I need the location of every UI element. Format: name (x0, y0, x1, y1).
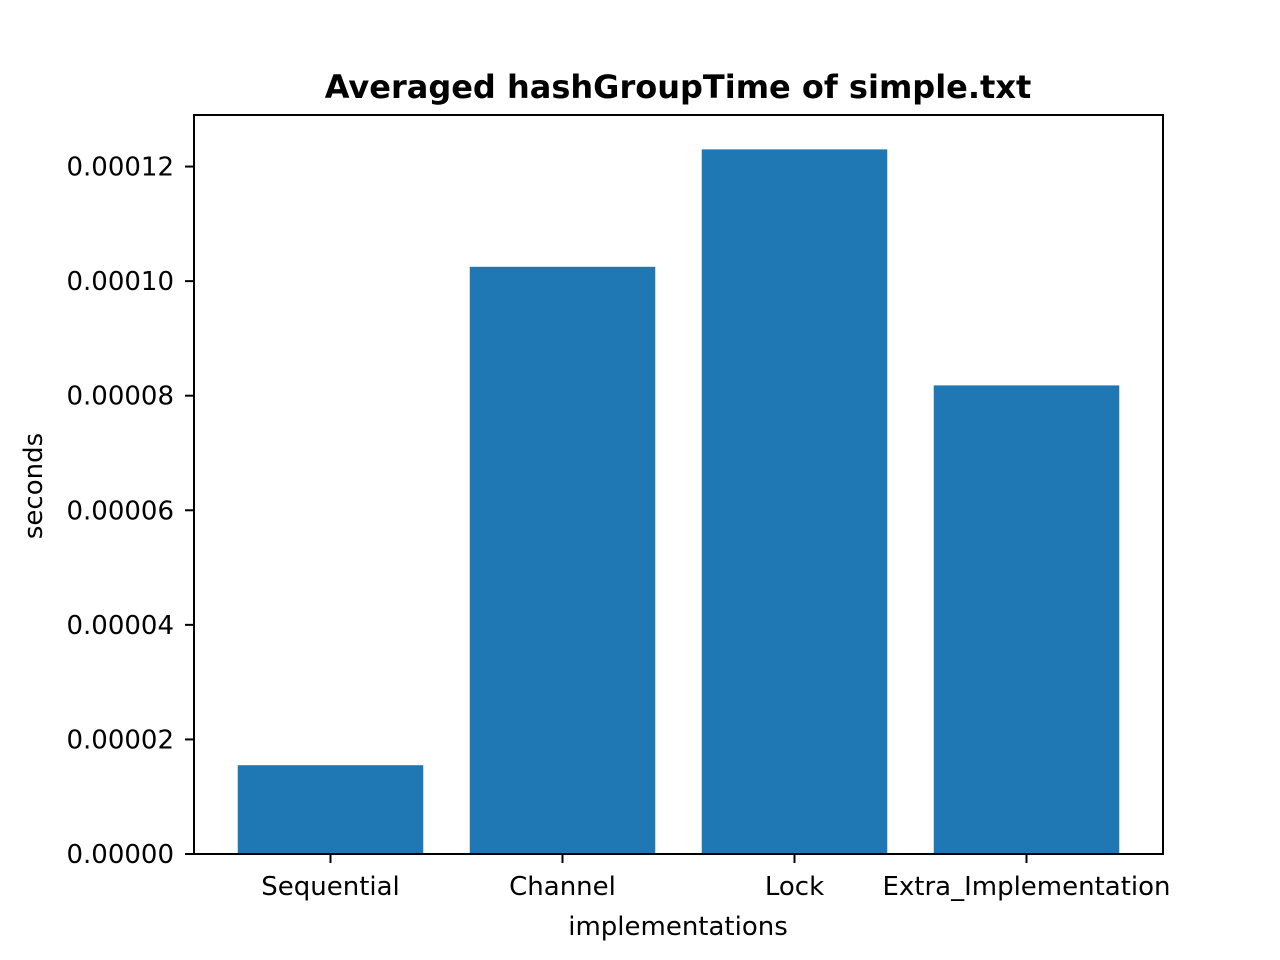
x-tick-label: Sequential (261, 872, 400, 902)
y-axis-label: seconds (19, 433, 49, 539)
plot-frame (193, 114, 1164, 855)
x-tick-label: Channel (509, 872, 616, 902)
y-tick-label: 0.00004 (66, 611, 174, 641)
chart-title: Averaged hashGroupTime of simple.txt (325, 68, 1032, 106)
x-axis-label: implementations (568, 912, 788, 942)
x-tick-label: Extra_Implementation (882, 872, 1170, 902)
x-axis-ticks: Sequential Channel Lock Extra_Implementatio… (261, 854, 1171, 902)
bar-extra-implementation (933, 385, 1120, 854)
y-tick-label: 0.00002 (66, 725, 174, 755)
y-tick-label: 0.00000 (66, 840, 174, 870)
y-tick-label: 0.00006 (66, 496, 174, 526)
bar-channel (469, 266, 656, 855)
y-tick-label: 0.00010 (66, 267, 174, 297)
bar-sequential (237, 765, 424, 854)
bars-layer (237, 149, 1120, 855)
y-tick-label: 0.00012 (66, 153, 174, 183)
y-tick-label: 0.00008 (66, 382, 174, 412)
y-axis-ticks: 0.00000 0.00002 0.00004 0.00006 0.00008 0.000… (66, 153, 194, 870)
bar-lock (701, 149, 888, 855)
x-tick-label: Lock (765, 872, 824, 902)
